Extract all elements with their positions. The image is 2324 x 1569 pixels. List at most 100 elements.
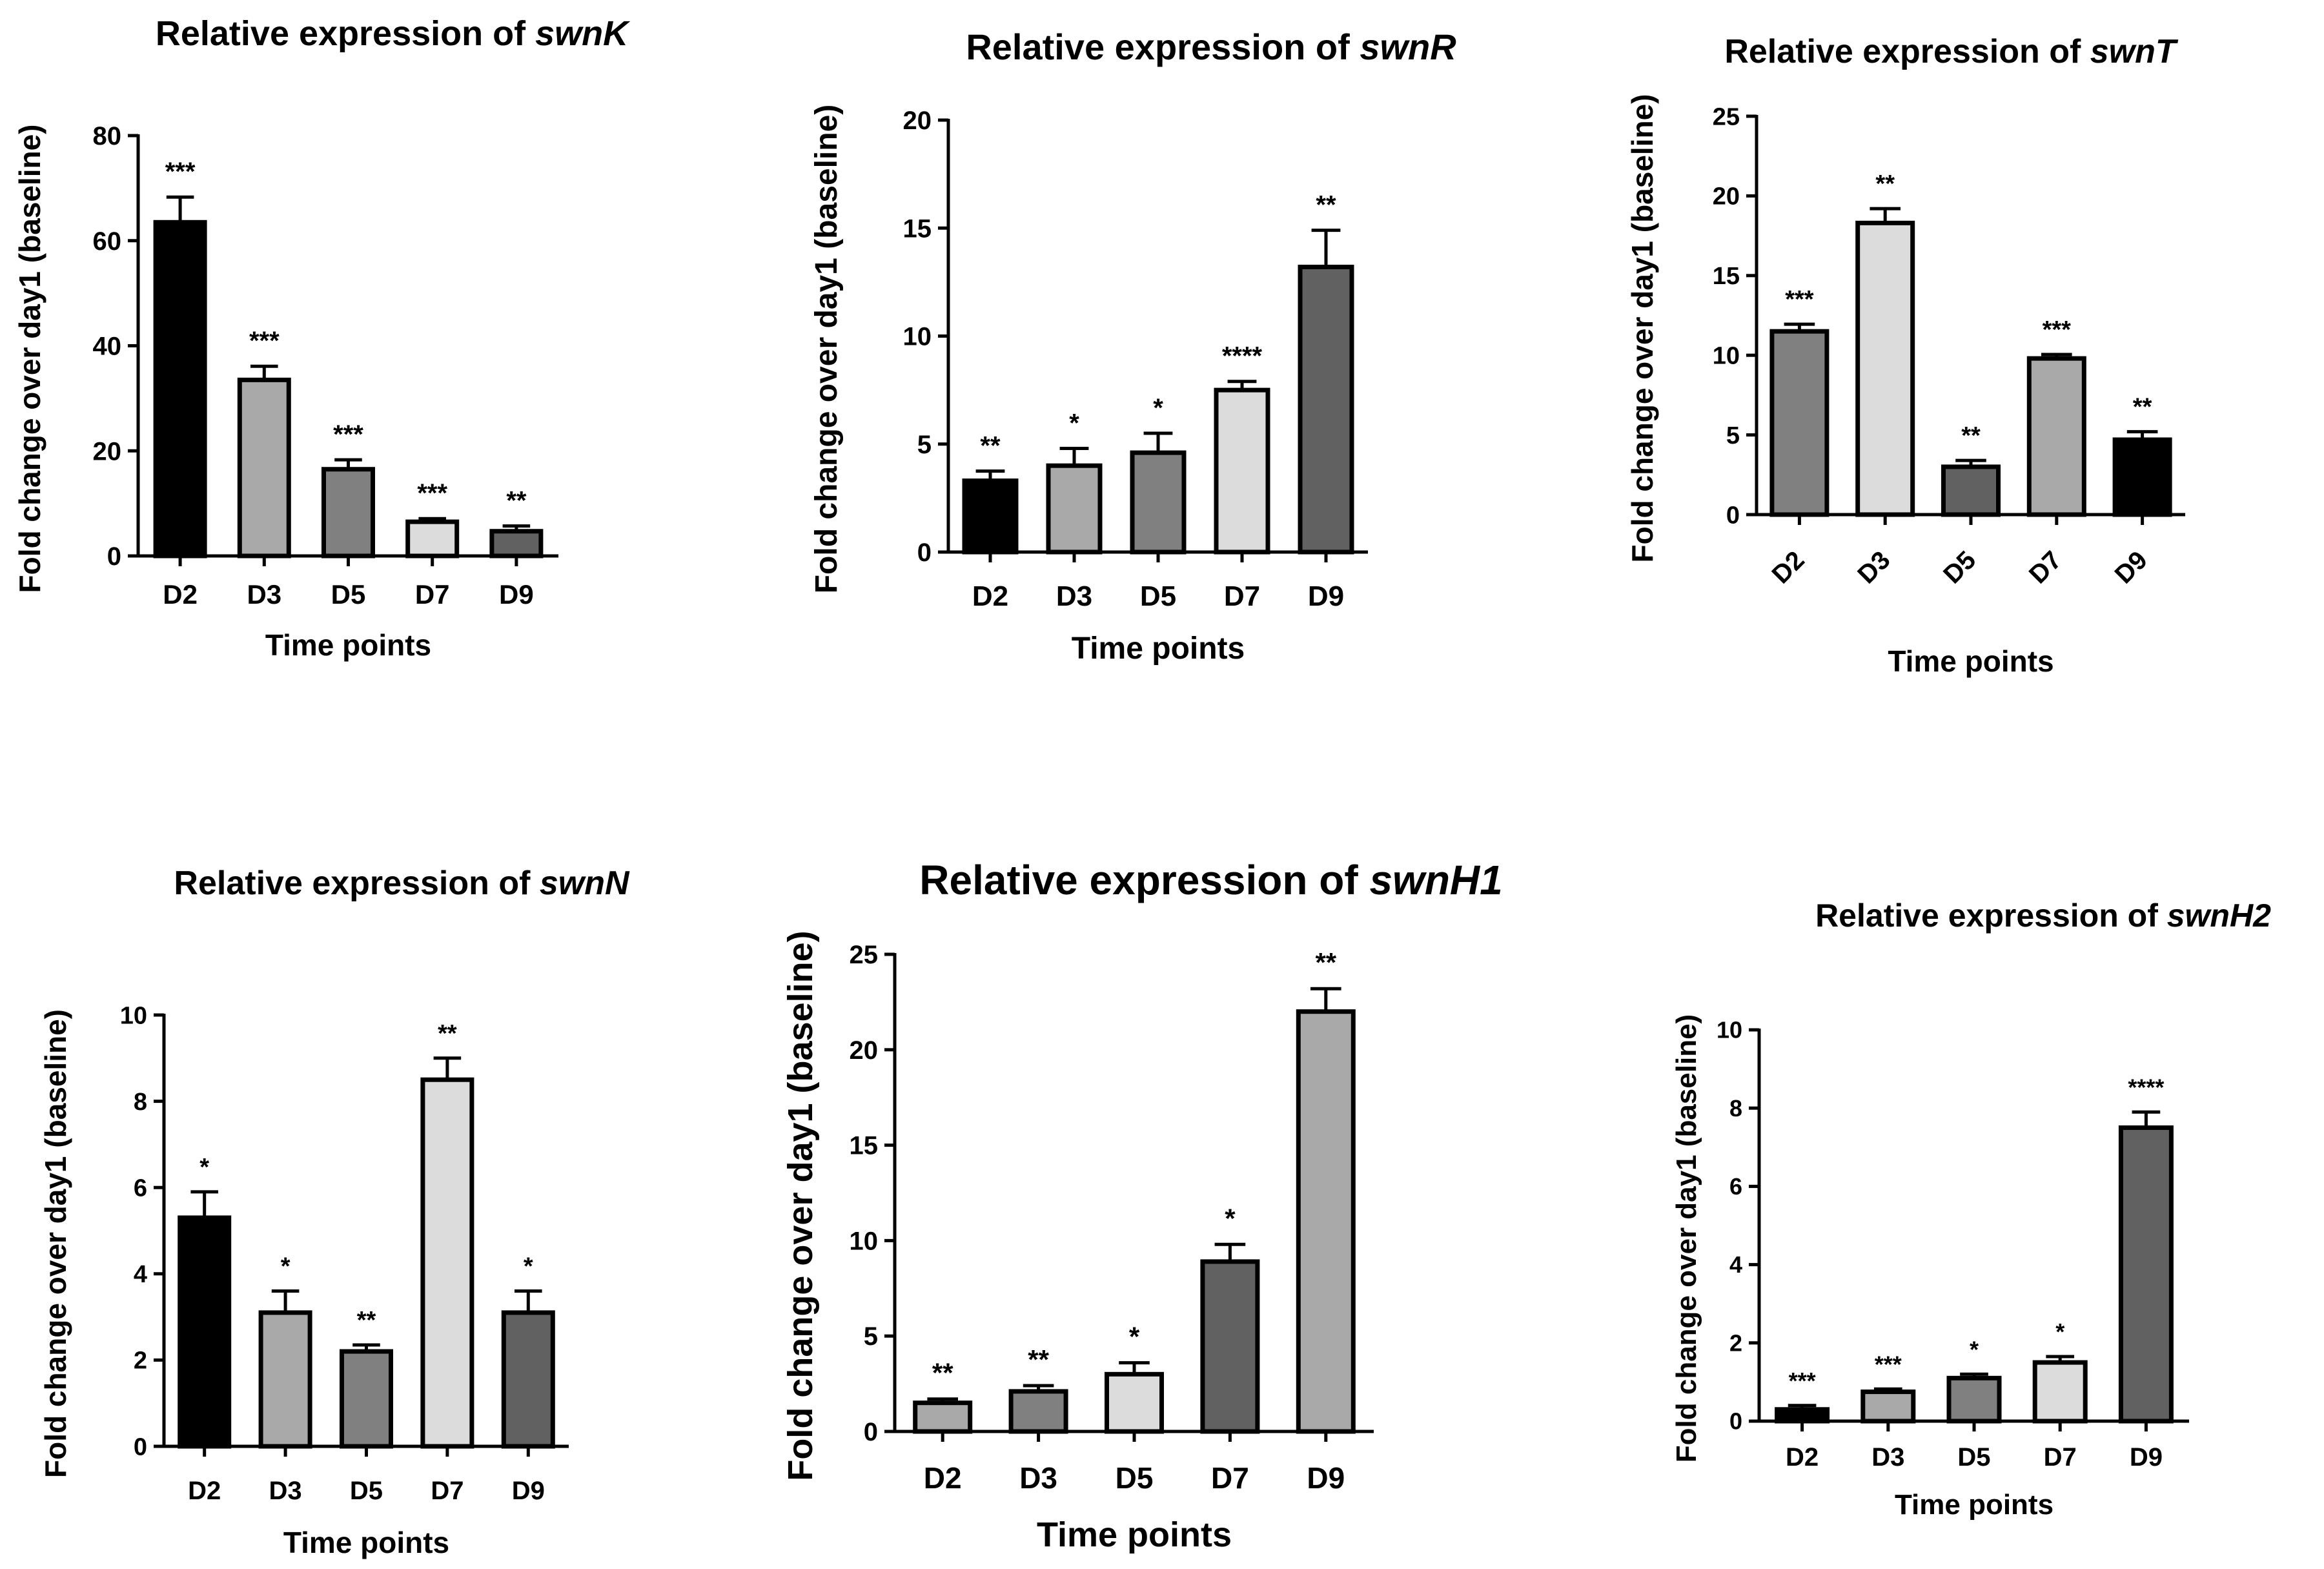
y-tick-label: 20 bbox=[850, 1036, 879, 1065]
chart-title-gene: swnK bbox=[535, 14, 631, 53]
y-tick-label: 20 bbox=[903, 107, 932, 135]
y-tick-label: 10 bbox=[1717, 1017, 1742, 1043]
chart-title-prefix: Relative expression of bbox=[156, 14, 535, 53]
x-category-label: D5 bbox=[331, 579, 366, 610]
y-tick-label: 10 bbox=[903, 323, 932, 351]
x-category-label: D7 bbox=[415, 579, 450, 610]
chart-swnR: Relative expression of swnR05101520**D2*… bbox=[810, 26, 1456, 666]
x-category-label: D2 bbox=[924, 1461, 962, 1495]
significance-label: * bbox=[524, 1253, 533, 1280]
x-axis-title: Time points bbox=[283, 1526, 449, 1559]
y-tick-label: 60 bbox=[93, 227, 122, 256]
bar-D5 bbox=[1130, 450, 1187, 555]
bar-D5 bbox=[321, 467, 375, 559]
significance-label: ** bbox=[506, 487, 527, 515]
x-category-label: D7 bbox=[1224, 580, 1260, 612]
significance-label: ** bbox=[2133, 394, 2152, 421]
x-axis-title: Time points bbox=[1888, 644, 2054, 678]
chart-title-prefix: Relative expression of bbox=[1724, 33, 2090, 70]
y-tick-label: 10 bbox=[850, 1227, 879, 1255]
bar-D3 bbox=[237, 377, 291, 559]
significance-label: **** bbox=[1222, 342, 1263, 371]
bar-D9 bbox=[2118, 1125, 2174, 1424]
y-tick-label: 8 bbox=[1729, 1095, 1742, 1122]
significance-label: * bbox=[281, 1253, 290, 1280]
x-category-label: D2 bbox=[188, 1477, 221, 1505]
y-tick-label: 10 bbox=[1713, 343, 1740, 370]
y-tick-label: 0 bbox=[917, 538, 932, 567]
significance-label: *** bbox=[417, 479, 447, 508]
chart-title: Relative expression of swnT bbox=[1724, 33, 2179, 70]
significance-label: * bbox=[1153, 394, 1163, 422]
bar-D2 bbox=[1775, 1407, 1830, 1424]
x-category-label: D9 bbox=[1307, 1461, 1345, 1495]
bar-D2 bbox=[962, 478, 1019, 555]
x-category-label: D3 bbox=[1852, 546, 1895, 589]
y-tick-label: 0 bbox=[1726, 502, 1740, 529]
x-category-label: D5 bbox=[1957, 1443, 1990, 1472]
significance-label: **** bbox=[2128, 1074, 2164, 1100]
x-category-label: D9 bbox=[1308, 580, 1344, 612]
chart-title-prefix: Relative expression of bbox=[919, 857, 1369, 903]
bar-D9 bbox=[1296, 1009, 1356, 1434]
significance-label: *** bbox=[1789, 1368, 1816, 1394]
bar-D3 bbox=[1855, 220, 1915, 517]
bar-D9 bbox=[2112, 437, 2172, 517]
significance-label: ** bbox=[357, 1307, 376, 1334]
x-category-label: D2 bbox=[163, 579, 198, 610]
chart-title-gene: swnT bbox=[2090, 33, 2179, 70]
y-tick-label: 0 bbox=[107, 542, 121, 571]
x-category-label: D2 bbox=[1766, 546, 1809, 589]
bar-D2 bbox=[913, 1400, 973, 1434]
y-axis-title: Fold change over day1 (baseline) bbox=[1626, 94, 1659, 563]
x-category-label: D2 bbox=[1786, 1443, 1819, 1472]
bar-D7 bbox=[420, 1077, 474, 1449]
y-tick-label: 6 bbox=[134, 1175, 147, 1202]
chart-title: Relative expression of swnH2 bbox=[1815, 897, 2271, 934]
x-category-label: D5 bbox=[1116, 1461, 1154, 1495]
y-tick-label: 6 bbox=[1729, 1173, 1742, 1200]
significance-label: * bbox=[2055, 1318, 2064, 1345]
bar-D9 bbox=[489, 529, 544, 559]
significance-label: * bbox=[1970, 1336, 1979, 1362]
y-tick-label: 5 bbox=[864, 1322, 878, 1351]
chart-title: Relative expression of swnK bbox=[156, 14, 631, 53]
x-category-label: D7 bbox=[2044, 1443, 2077, 1472]
significance-label: * bbox=[1129, 1322, 1140, 1352]
significance-label: *** bbox=[333, 420, 363, 449]
chart-swnK: Relative expression of swnK 0 20 40 60 80 *** D… bbox=[13, 14, 631, 662]
chart-title-gene: swnH2 bbox=[2167, 897, 2271, 934]
bar-D2 bbox=[178, 1215, 232, 1449]
significance-label: ** bbox=[932, 1358, 953, 1388]
chart-swnN: Relative expression of swnN 0 2 4 6 8 10 * D2 * D3… bbox=[39, 865, 630, 1559]
y-axis-title: Fold change over day1 (baseline) bbox=[781, 930, 820, 1481]
significance-label: * bbox=[1225, 1203, 1236, 1233]
significance-label: ** bbox=[1315, 947, 1336, 978]
y-tick-label: 0 bbox=[1729, 1408, 1742, 1435]
y-tick-label: 5 bbox=[1726, 422, 1740, 449]
x-category-label: D2 bbox=[972, 580, 1008, 612]
chart-swnT: Relative expression of swnT0510152025***… bbox=[1626, 33, 2185, 678]
significance-label: *** bbox=[249, 327, 280, 355]
bar-D7 bbox=[2026, 356, 2086, 517]
y-tick-label: 25 bbox=[1713, 103, 1740, 130]
y-tick-label: 10 bbox=[120, 1002, 147, 1029]
bar-D3 bbox=[258, 1310, 312, 1449]
significance-label: ** bbox=[1028, 1344, 1049, 1375]
y-tick-label: 8 bbox=[134, 1089, 147, 1116]
y-axis-title: Fold change over day1 (baseline) bbox=[39, 1009, 72, 1478]
chart-title-gene: swnR bbox=[1360, 26, 1456, 67]
y-tick-label: 0 bbox=[134, 1433, 147, 1461]
x-category-label: D3 bbox=[1019, 1461, 1057, 1495]
y-tick-label: 20 bbox=[93, 437, 122, 466]
chart-title-prefix: Relative expression of bbox=[1815, 897, 2167, 934]
y-tick-label: 4 bbox=[134, 1261, 147, 1288]
bar-D5 bbox=[1105, 1371, 1164, 1434]
x-axis-title: Time points bbox=[265, 628, 431, 662]
x-category-label: D5 bbox=[1938, 546, 1981, 589]
bar-D2 bbox=[153, 220, 207, 559]
chart-swnH1: Relative expression of swnH10510152025**… bbox=[781, 857, 1503, 1554]
bar-D3 bbox=[1860, 1390, 1916, 1424]
y-tick-label: 40 bbox=[93, 333, 122, 361]
